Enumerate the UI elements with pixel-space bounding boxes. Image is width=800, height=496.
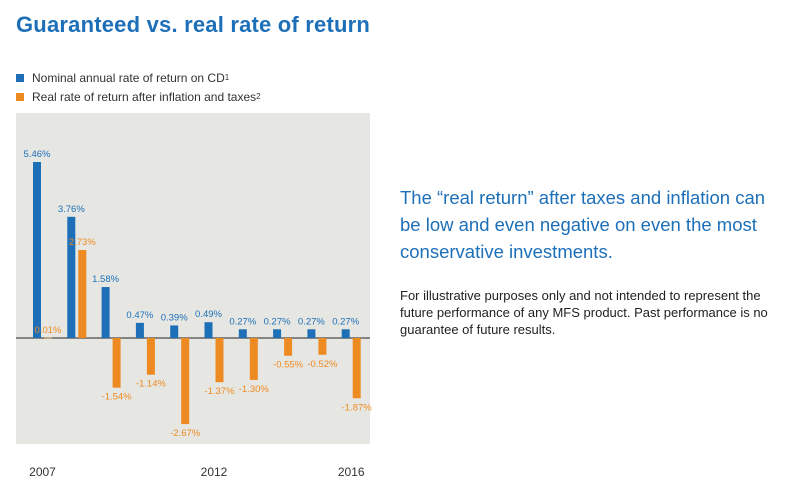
label-nominal-2014: 0.27% <box>264 316 291 327</box>
label-nominal-2013: 0.27% <box>229 316 256 327</box>
bar-nominal-2012 <box>204 322 213 338</box>
label-nominal-2016: 0.27% <box>332 316 359 327</box>
label-real-2014: -0.55% <box>273 360 304 371</box>
legend-item-nominal: Nominal annual rate of return on CD 1 <box>16 68 261 87</box>
legend-swatch-nominal <box>16 73 24 82</box>
legend-label-nominal: Nominal annual rate of return on CD <box>32 70 225 85</box>
label-real-2009: -1.54% <box>102 392 133 403</box>
bar-real-2011 <box>181 338 190 425</box>
bar-nominal-2015 <box>307 329 316 338</box>
bar-real-2010 <box>146 338 155 375</box>
legend-item-real: Real rate of return after inflation and … <box>16 87 261 106</box>
bar-real-2012 <box>215 338 224 383</box>
bar-nominal-2011 <box>170 325 179 338</box>
label-real-2011: -2.67% <box>170 428 201 439</box>
x-tick-label-2016: 2016 <box>338 465 365 479</box>
label-nominal-2010: 0.47% <box>126 310 153 321</box>
legend-swatch-real <box>16 92 24 101</box>
headline-text: The “real return” after taxes and inflat… <box>400 187 766 262</box>
label-nominal-2009: 1.58% <box>92 274 119 285</box>
label-nominal-2008: 3.76% <box>58 204 85 215</box>
label-real-2016: -1.87% <box>342 402 373 413</box>
bar-nominal-2010 <box>135 322 144 338</box>
legend-label-real: Real rate of return after inflation and … <box>32 89 257 104</box>
bar-nominal-2013 <box>238 329 247 338</box>
chart-title: Guaranteed vs. real rate of return <box>16 12 371 37</box>
bar-real-2014 <box>284 338 293 356</box>
legend: Nominal annual rate of return on CD 1 Rea… <box>16 68 261 106</box>
x-tick-label-2007: 2007 <box>29 465 56 479</box>
bar-nominal-2014 <box>273 329 282 338</box>
bar-real-2008 <box>78 250 87 338</box>
label-real-2007: 0.01% <box>35 325 62 336</box>
bar-nominal-2009 <box>101 287 110 338</box>
disclaimer-text: For illustrative purposes only and not i… <box>400 288 768 337</box>
bar-real-2007 <box>44 337 52 339</box>
bar-real-2009 <box>112 338 121 388</box>
label-real-2013: -1.30% <box>239 384 270 395</box>
bar-nominal-2008 <box>67 216 76 338</box>
bar-nominal-2007 <box>33 162 41 338</box>
bar-chart: 5.46% 0.01% 3.76% 2.73% 1.58% -1.54% 0.47% -1.1… <box>16 113 373 479</box>
x-tick-label-2012: 2012 <box>201 465 228 479</box>
label-real-2008: 2.73% <box>69 237 96 248</box>
label-nominal-2012: 0.49% <box>195 309 222 320</box>
label-real-2015: -0.52% <box>307 359 338 370</box>
label-real-2010: -1.14% <box>136 379 167 390</box>
label-nominal-2007: 5.46% <box>24 149 51 160</box>
label-nominal-2011: 0.39% <box>161 312 188 323</box>
bar-real-2015 <box>318 338 327 355</box>
bar-real-2013 <box>249 338 258 380</box>
bar-real-2016 <box>352 338 361 399</box>
label-nominal-2015: 0.27% <box>298 316 325 327</box>
label-real-2012: -1.37% <box>204 386 235 397</box>
bar-nominal-2016 <box>341 329 350 338</box>
